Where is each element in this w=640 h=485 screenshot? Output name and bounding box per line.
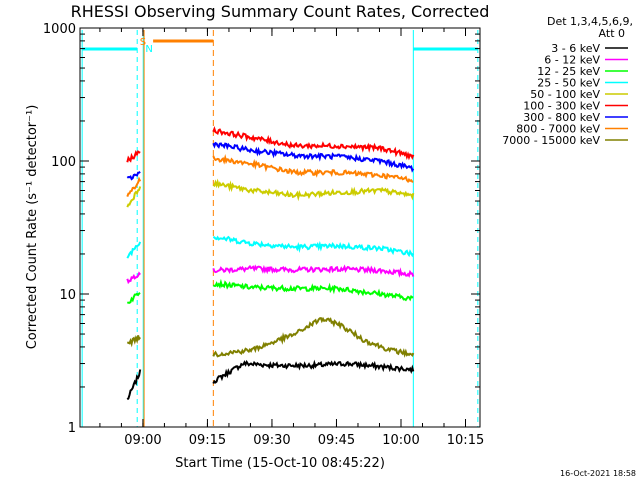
series-line-4 — [126, 235, 415, 259]
y-tick-label: 1 — [68, 421, 76, 436]
legend-header-line-2: Att 0 — [599, 27, 625, 40]
series-line-2 — [126, 264, 415, 285]
x-tick-label: 09:45 — [318, 433, 355, 448]
axes-group: 09:00 09:15 09:30 09:45 10:00 10:15 1 10 100 1000 — [43, 22, 484, 448]
x-tick-label: 09:00 — [124, 433, 161, 448]
legend-header-line-1: Det 1,3,4,5,6,9, — [547, 15, 633, 28]
legend-entry-label: 800 - 7000 keV — [516, 123, 600, 136]
series-line-8 — [126, 153, 414, 197]
legend-entry-label: 50 - 100 keV — [530, 88, 600, 101]
series-line-5 — [126, 178, 415, 208]
x-tick-label: 10:15 — [447, 433, 484, 448]
chart-title: RHESSI Observing Summary Count Rates, Co… — [71, 2, 490, 21]
series-line-1 — [126, 359, 415, 401]
legend-entry-label: 12 - 25 keV — [537, 65, 600, 78]
y-tick-label: 100 — [51, 155, 76, 170]
y-axis-label: Corrected Count Rate (s⁻¹ detector⁻¹) — [25, 105, 40, 350]
plot-frame — [79, 27, 481, 428]
x-tick-label: 09:30 — [253, 433, 290, 448]
legend-entry-label: 3 - 6 keV — [551, 42, 600, 55]
legend-entry-label: 6 - 12 keV — [544, 54, 600, 67]
series-group — [126, 126, 415, 401]
night-marker-label: N — [145, 44, 152, 55]
x-tick-label: 10:00 — [382, 433, 419, 448]
saa-marker-label: S — [140, 37, 146, 48]
legend-entry-label: 25 - 50 keV — [537, 77, 600, 90]
x-tick-label: 09:15 — [189, 433, 226, 448]
legend-entry-label: 7000 - 15000 keV — [502, 134, 600, 147]
legend-entry-label: 100 - 300 keV — [523, 100, 600, 113]
series-line-3 — [127, 278, 414, 304]
series-line-7 — [126, 141, 415, 181]
series-line-9 — [126, 316, 415, 358]
footer-date: 16-Oct-2021 18:58 — [560, 469, 636, 478]
series-line-6 — [126, 126, 415, 163]
orbit-bars-group: SN — [81, 30, 479, 427]
legend-entry-label: 300 - 800 keV — [523, 111, 600, 124]
y-tick-label: 10 — [59, 288, 76, 303]
x-axis-label: Start Time (15-Oct-10 08:45:22) — [175, 456, 385, 471]
y-tick-label: 1000 — [43, 22, 76, 37]
